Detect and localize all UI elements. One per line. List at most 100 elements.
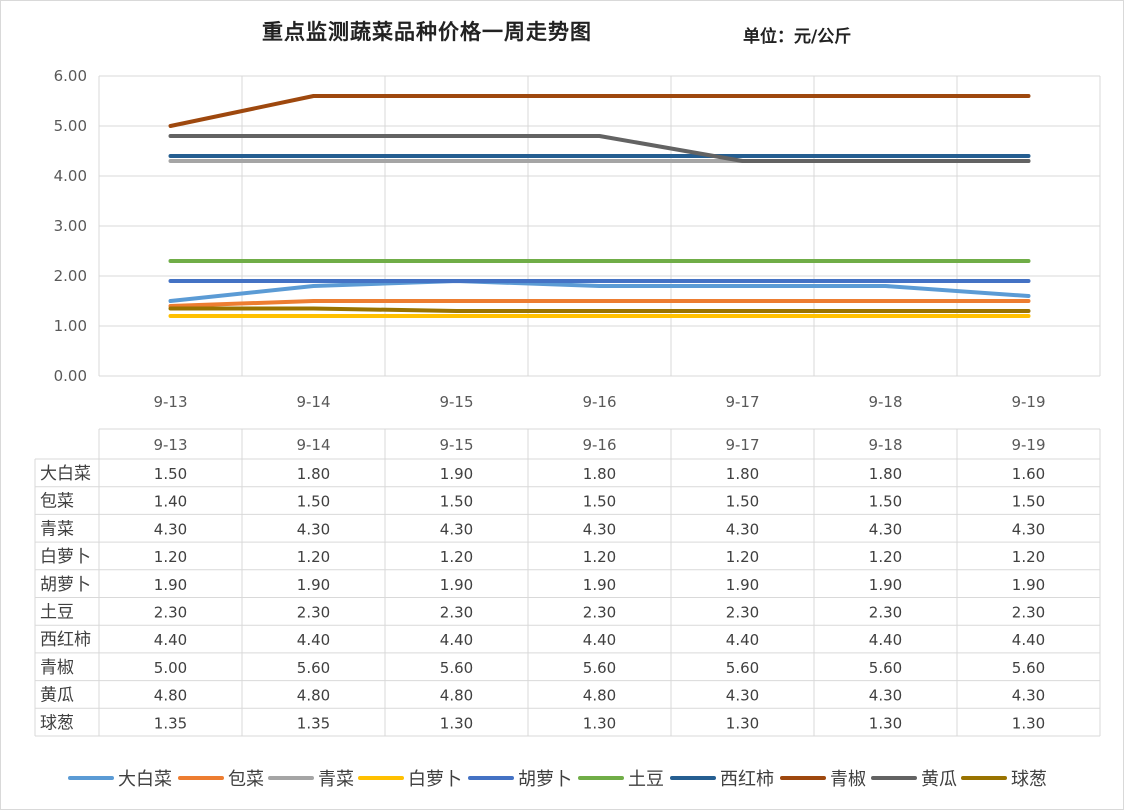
table-cell: 4.40 xyxy=(726,631,759,649)
table-cell: 1.90 xyxy=(1012,576,1045,594)
table-cell: 1.80 xyxy=(297,465,330,483)
table-cell: 4.80 xyxy=(297,687,330,705)
y-tick-label: 3.00 xyxy=(54,217,87,235)
table-row-label: 青椒 xyxy=(40,658,74,678)
table-cell: 1.50 xyxy=(297,493,330,511)
table-cell: 1.20 xyxy=(1012,548,1045,566)
table-cell: 1.60 xyxy=(1012,465,1045,483)
table-header-cell: 9-15 xyxy=(439,436,473,454)
table-cell: 1.80 xyxy=(583,465,616,483)
table-cell: 1.30 xyxy=(726,714,759,732)
table-cell: 5.60 xyxy=(583,659,616,677)
chart-title: 重点监测蔬菜品种价格一周走势图 xyxy=(262,20,592,44)
table-cell: 4.40 xyxy=(154,631,187,649)
table-cell: 1.20 xyxy=(726,548,759,566)
table-cell: 4.30 xyxy=(297,520,330,538)
series-line-7 xyxy=(168,94,1031,128)
y-tick-label: 6.00 xyxy=(54,67,87,85)
table-cell: 4.30 xyxy=(726,687,759,705)
table-cell: 4.40 xyxy=(1012,631,1045,649)
table-cell: 1.90 xyxy=(726,576,759,594)
legend-label: 胡萝卜 xyxy=(518,769,572,790)
y-tick-label: 0.00 xyxy=(54,367,87,385)
table-cell: 1.90 xyxy=(154,576,187,594)
y-tick-label: 2.00 xyxy=(54,267,87,285)
table-cell: 5.60 xyxy=(1012,659,1045,677)
table-cell: 1.30 xyxy=(869,714,902,732)
table-cell: 4.40 xyxy=(440,631,473,649)
legend-label: 白萝卜 xyxy=(408,769,462,790)
table-cell: 4.80 xyxy=(440,687,473,705)
legend-label: 黄瓜 xyxy=(921,769,957,790)
table-header-cell: 9-13 xyxy=(153,436,187,454)
table-cell: 2.30 xyxy=(583,604,616,622)
table-row-label: 球葱 xyxy=(40,713,74,733)
table-cell: 1.20 xyxy=(154,548,187,566)
table-cell: 1.90 xyxy=(440,576,473,594)
table-row-label: 黄瓜 xyxy=(40,686,74,706)
table-cell: 1.80 xyxy=(869,465,902,483)
table-cell: 4.80 xyxy=(154,687,187,705)
table-row-label: 土豆 xyxy=(40,603,74,623)
table-cell: 4.30 xyxy=(154,520,187,538)
legend-label: 西红柿 xyxy=(720,769,774,790)
series-line-0 xyxy=(168,279,1031,303)
chart-unit: 单位：元/公斤 xyxy=(743,27,852,47)
table-cell: 1.50 xyxy=(583,493,616,511)
y-tick-label: 1.00 xyxy=(54,317,87,335)
legend-label: 球葱 xyxy=(1011,769,1047,790)
table-cell: 1.90 xyxy=(297,576,330,594)
table-cell: 4.30 xyxy=(869,520,902,538)
table-cell: 1.80 xyxy=(726,465,759,483)
legend-label: 青椒 xyxy=(830,769,866,790)
table-header-cell: 9-14 xyxy=(296,436,330,454)
table-cell: 5.60 xyxy=(869,659,902,677)
table-cell: 4.30 xyxy=(869,687,902,705)
table-header-cell: 9-16 xyxy=(582,436,616,454)
x-tick-label: 9-17 xyxy=(725,393,759,411)
table-cell: 4.30 xyxy=(726,520,759,538)
table-cell: 5.60 xyxy=(726,659,759,677)
table-cell: 4.30 xyxy=(1012,520,1045,538)
legend-label: 大白菜 xyxy=(118,769,172,790)
table-cell: 1.20 xyxy=(583,548,616,566)
table-cell: 1.35 xyxy=(154,714,187,732)
table-cell: 1.50 xyxy=(1012,493,1045,511)
table-cell: 2.30 xyxy=(869,604,902,622)
table-cell: 1.30 xyxy=(1012,714,1045,732)
x-tick-label: 9-15 xyxy=(439,393,473,411)
x-tick-label: 9-14 xyxy=(296,393,330,411)
x-tick-label: 9-18 xyxy=(868,393,902,411)
table-row-label: 白萝卜 xyxy=(40,547,91,567)
legend-label: 土豆 xyxy=(628,769,664,790)
x-tick-label: 9-16 xyxy=(582,393,616,411)
table-row-label: 胡萝卜 xyxy=(40,575,91,595)
table-cell: 1.50 xyxy=(869,493,902,511)
legend-label: 青菜 xyxy=(318,769,354,790)
table-cell: 4.40 xyxy=(297,631,330,649)
table-cell: 1.90 xyxy=(440,465,473,483)
table-cell: 4.30 xyxy=(440,520,473,538)
table-cell: 1.35 xyxy=(297,714,330,732)
table-cell: 1.40 xyxy=(154,493,187,511)
table-cell: 4.30 xyxy=(1012,687,1045,705)
table-header-cell: 9-18 xyxy=(868,436,902,454)
table-cell: 2.30 xyxy=(154,604,187,622)
table-cell: 4.40 xyxy=(869,631,902,649)
x-tick-label: 9-19 xyxy=(1011,393,1045,411)
table-cell: 1.20 xyxy=(440,548,473,566)
table-cell: 2.30 xyxy=(1012,604,1045,622)
table-cell: 2.30 xyxy=(440,604,473,622)
table-cell: 1.90 xyxy=(869,576,902,594)
table-cell: 1.30 xyxy=(440,714,473,732)
table-cell: 1.30 xyxy=(583,714,616,732)
table-cell: 5.00 xyxy=(154,659,187,677)
table-cell: 1.20 xyxy=(297,548,330,566)
table-row-label: 西红柿 xyxy=(40,630,91,650)
table-header-cell: 9-19 xyxy=(1011,436,1045,454)
table-cell: 1.50 xyxy=(440,493,473,511)
table-cell: 4.80 xyxy=(583,687,616,705)
series-line-1 xyxy=(168,299,1031,308)
series-line-9 xyxy=(168,306,1031,313)
